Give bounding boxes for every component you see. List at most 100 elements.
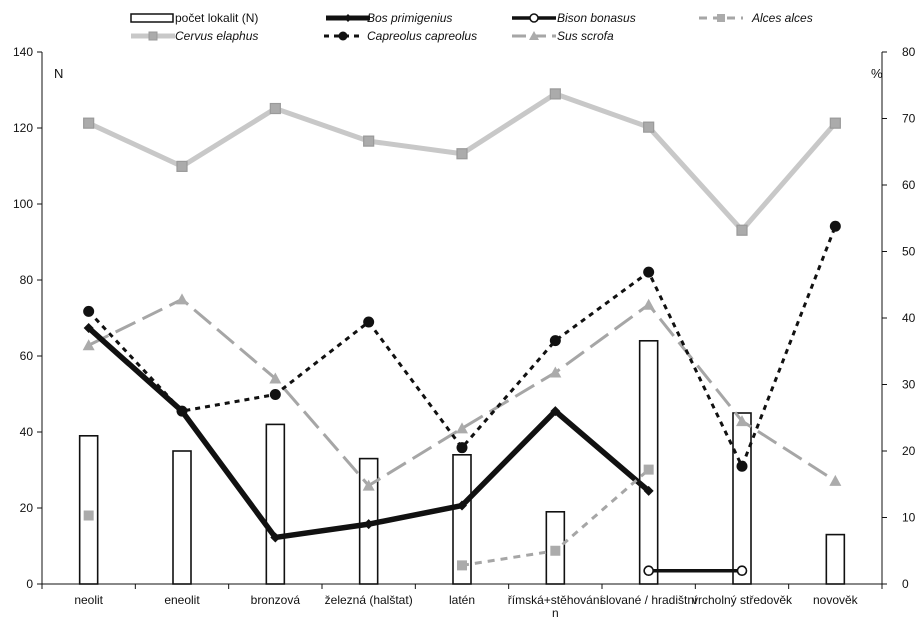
series-point-cervus — [363, 135, 375, 147]
series-point-sus — [176, 293, 188, 305]
bar — [452, 453, 472, 585]
right-axis-tick-label: 40 — [902, 311, 916, 325]
series-point-sus — [549, 366, 562, 378]
left-axis-tick-label: 20 — [20, 501, 34, 515]
right-axis-tick-label: 50 — [902, 245, 916, 259]
legend-marker-bison — [529, 13, 539, 23]
series-point-bos — [457, 500, 467, 511]
legend: počet lokalit (N) Bos primigenius Bison … — [130, 11, 813, 43]
legend-marker-capreolus — [338, 31, 348, 41]
legend-marker-alces — [717, 14, 725, 22]
legend-label-bison: Bison bonasus — [557, 11, 636, 25]
series-point-bos — [363, 519, 374, 530]
right-axis-tick-label: 10 — [902, 511, 916, 525]
right-axis-tick-label: 70 — [902, 112, 916, 126]
legend-label-bos: Bos primigenius — [367, 11, 452, 25]
x-axis-tick-label: latén — [449, 593, 475, 607]
left-axis-label: N — [54, 66, 63, 81]
series-point-sus — [456, 422, 468, 434]
legend-label-cervus: Cervus elaphus — [175, 29, 258, 43]
legend-item-capreolus: Capreolus capreolus — [324, 29, 477, 43]
series-point-capreolus — [83, 305, 95, 317]
series-point-sus — [82, 339, 95, 351]
left-axis-tick-label: 100 — [13, 197, 33, 211]
series-point-cervus — [829, 117, 841, 129]
left-axis-tick-label: 0 — [26, 577, 33, 591]
series-point-alces — [550, 545, 561, 556]
legend-label-alces: Alces alces — [751, 11, 813, 25]
legend-label-sus: Sus scrofa — [557, 29, 614, 43]
series-point-alces — [643, 464, 654, 475]
legend-marker-sus — [529, 31, 539, 40]
series-point-sus — [642, 298, 655, 310]
series-point-sus — [829, 474, 842, 486]
right-axis-tick-label: 60 — [902, 178, 916, 192]
series-point-cervus — [736, 224, 748, 236]
series-point-sus — [736, 415, 748, 427]
bar — [78, 434, 99, 585]
series-point-sus — [362, 479, 375, 491]
bar — [265, 423, 286, 585]
legend-label-bars: počet lokalit (N) — [175, 11, 258, 25]
legend-item-bos: Bos primigenius — [326, 11, 452, 25]
series-point-capreolus — [269, 388, 281, 400]
x-axis-tick-label: novověk — [813, 593, 859, 607]
x-axis-tick-label: slované / hradištní — [600, 593, 698, 607]
series-point-bos — [550, 406, 561, 417]
series-point-bos — [270, 532, 281, 543]
series-point-bison — [736, 565, 748, 577]
series-point-cervus — [456, 148, 468, 160]
series-point-alces — [83, 510, 94, 521]
series-point-bos — [643, 485, 654, 496]
series-point-cervus — [269, 102, 281, 115]
legend-item-bison: Bison bonasus — [512, 11, 636, 25]
right-axis-tick-label: 0 — [902, 577, 909, 591]
series-point-cervus — [83, 117, 95, 129]
legend-marker-cervus — [148, 31, 158, 41]
series-point-capreolus — [643, 266, 655, 278]
left-axis-tick-label: 80 — [20, 273, 34, 287]
left-axis-tick-label: 40 — [20, 425, 34, 439]
bar — [172, 450, 192, 585]
legend-item-cervus: Cervus elaphus — [131, 29, 258, 43]
bar — [638, 339, 659, 585]
left-axis-tick-label: 140 — [13, 45, 33, 59]
series-point-capreolus — [829, 220, 841, 232]
series-point-bos — [83, 322, 94, 333]
legend-marker-bos — [344, 14, 352, 22]
series-point-bison — [643, 565, 654, 577]
bar — [732, 412, 752, 585]
series-point-cervus — [643, 121, 655, 133]
x-axis-tick-label: eneolit — [164, 593, 200, 607]
right-axis-tick-label: 20 — [902, 444, 916, 458]
right-axis-tick-label: 80 — [902, 45, 916, 59]
plot-area: 0 20 40 60 80 100 120 140 0 10 20 30 40 50 60 70 80 neoli… — [13, 45, 916, 617]
right-axis-tick-label: 30 — [902, 378, 916, 392]
legend-item-sus: Sus scrofa — [512, 29, 614, 43]
bar — [825, 533, 846, 585]
x-axis-tick-label: bronzová — [251, 593, 301, 607]
legend-item-bars: počet lokalit (N) — [130, 11, 258, 25]
series-line-sus — [88, 297, 837, 488]
series-point-cervus — [176, 160, 188, 172]
legend-label-capreolus: Capreolus capreolus — [367, 29, 477, 43]
right-axis-label: % — [871, 66, 883, 81]
series-point-sus — [269, 372, 282, 384]
left-axis-tick-label: 60 — [20, 349, 34, 363]
x-axis-tick-label: římská+stěhování n — [508, 593, 604, 617]
x-axis-tick-label: vrcholný středověk — [692, 593, 793, 607]
series-point-alces — [457, 560, 467, 571]
x-axis-tick-label: neolit — [74, 593, 103, 607]
legend-swatch-bars — [130, 13, 174, 23]
left-axis-tick-label: 120 — [13, 121, 33, 135]
series-point-capreolus — [736, 460, 748, 472]
series-point-cervus — [549, 88, 561, 100]
series-point-capreolus — [549, 335, 561, 347]
series-line-cervus — [87, 91, 838, 233]
x-axis-tick-label: železná (halštat) — [325, 593, 413, 607]
series-point-bos — [177, 406, 187, 417]
legend-item-alces: Alces alces — [699, 11, 813, 25]
series-point-capreolus — [363, 316, 375, 328]
series-point-capreolus — [456, 442, 468, 454]
